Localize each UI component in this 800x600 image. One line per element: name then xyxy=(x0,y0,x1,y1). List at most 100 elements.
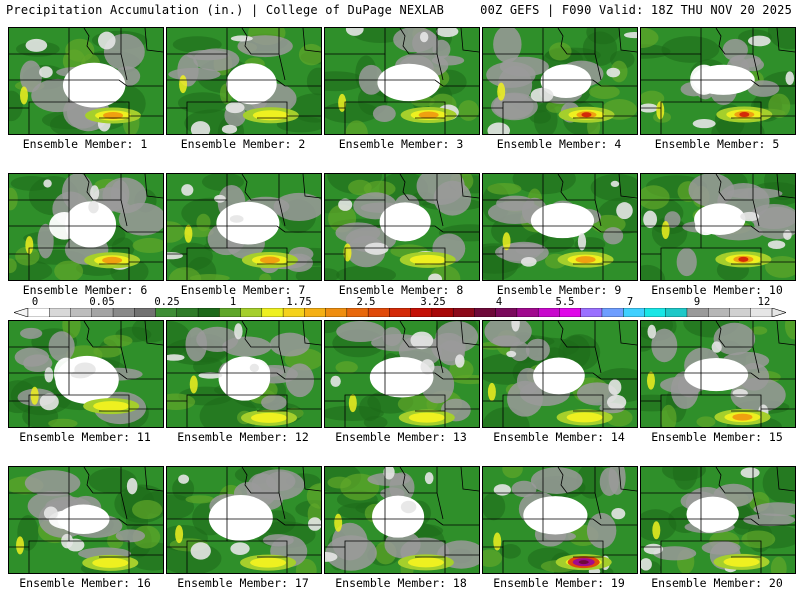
ensemble-member-label: Ensemble Member: 16 xyxy=(19,576,151,590)
state-border xyxy=(594,467,602,520)
no-precip-area xyxy=(345,28,364,36)
state-border xyxy=(660,226,702,280)
colorbar-swatch xyxy=(49,308,72,317)
state-border xyxy=(385,540,446,573)
precip-shade-gray xyxy=(261,394,287,411)
ensemble-member-map xyxy=(482,320,638,428)
state-border xyxy=(278,28,286,81)
no-precip-area xyxy=(88,200,99,214)
state-border xyxy=(701,101,762,134)
precip-shade-gray xyxy=(336,321,385,343)
state-boundaries xyxy=(167,28,321,134)
precip-shade-yellow xyxy=(497,82,506,101)
no-precip-area xyxy=(43,506,58,520)
state-border xyxy=(385,101,446,134)
precip-map-image xyxy=(325,321,479,427)
precip-shade-dark-green xyxy=(306,67,321,96)
colorbar-tick-label: 3.25 xyxy=(420,296,446,308)
state-boundaries xyxy=(325,174,479,280)
ensemble-member-map xyxy=(166,27,322,135)
state-boundaries xyxy=(641,321,795,427)
state-border xyxy=(278,321,286,374)
precip-shade-yellow xyxy=(250,557,287,568)
state-border xyxy=(543,247,604,280)
precip-shade-yellow xyxy=(92,557,129,568)
precip-shade-gray xyxy=(382,327,402,347)
state-boundaries xyxy=(9,467,163,573)
precip-shade-light-green xyxy=(196,213,211,232)
ensemble-member-label: Ensemble Member: 17 xyxy=(177,576,309,590)
state-boundaries xyxy=(641,467,795,573)
colorbar-tick-label: 12 xyxy=(757,296,771,308)
no-precip-area xyxy=(643,210,658,229)
precip-shade-yellow xyxy=(723,556,760,567)
state-border xyxy=(28,80,70,134)
precip-shade-light-green xyxy=(9,187,18,211)
ensemble-member-label: Ensemble Member: 14 xyxy=(493,430,625,444)
state-border xyxy=(144,28,163,53)
colorbar-swatch xyxy=(389,308,412,317)
no-precip-area xyxy=(242,358,271,388)
precip-shade-gray xyxy=(431,332,466,362)
precipitation-colorbar xyxy=(14,308,786,317)
state-border xyxy=(227,101,288,134)
no-precip-area xyxy=(530,87,554,103)
state-border xyxy=(385,394,446,427)
state-border xyxy=(278,467,286,520)
state-border xyxy=(120,321,128,374)
ensemble-member-map xyxy=(640,173,796,281)
colorbar-tick-label: 0 xyxy=(31,296,39,308)
no-precip-area xyxy=(647,324,657,339)
precip-map-image xyxy=(641,321,795,427)
precip-shade-light-green xyxy=(483,549,503,568)
state-border xyxy=(69,225,128,233)
colorbar-left-extension xyxy=(14,308,29,317)
precip-shade-gray xyxy=(37,223,54,259)
state-boundaries xyxy=(9,321,163,427)
precip-shade-gray xyxy=(747,80,780,97)
ensemble-member-map xyxy=(8,320,164,428)
state-border xyxy=(186,373,228,427)
no-precip-area xyxy=(48,510,88,530)
colorbar-swatch xyxy=(70,308,93,317)
ensemble-member-label: Ensemble Member: 4 xyxy=(496,137,622,151)
precip-map-image xyxy=(483,467,637,573)
no-precip-area xyxy=(126,477,138,495)
precip-shade-light-green xyxy=(502,467,523,479)
state-boundaries xyxy=(167,467,321,573)
precip-shade-gray xyxy=(20,327,43,339)
precip-shade-dark-green xyxy=(325,268,340,280)
precip-shade-gray xyxy=(269,332,310,357)
precip-map-image xyxy=(9,321,163,427)
state-border xyxy=(715,467,753,494)
precip-shade-dark-green xyxy=(641,264,666,280)
precip-shade-dark-green xyxy=(9,90,23,122)
precip-shade-gray xyxy=(676,247,697,277)
precip-shade-yellow xyxy=(251,412,288,423)
precip-shade-yellow xyxy=(334,513,343,532)
precip-shade-yellow xyxy=(661,220,670,239)
no-precip-area xyxy=(190,542,211,560)
precip-shade-light-green xyxy=(784,321,795,340)
no-precip-area xyxy=(520,256,537,267)
state-border xyxy=(557,321,595,348)
state-border xyxy=(227,225,286,233)
state-border xyxy=(557,28,595,55)
state-boundaries xyxy=(325,321,479,427)
state-border xyxy=(399,321,437,348)
precip-shade-gray xyxy=(412,30,439,56)
state-border xyxy=(715,174,753,201)
state-border xyxy=(186,80,228,134)
no-precip-area xyxy=(732,389,748,398)
precip-shade-gray xyxy=(730,54,762,68)
no-precip-area xyxy=(400,500,417,514)
colorbar-swatch xyxy=(367,308,390,317)
precip-shade-gray xyxy=(24,470,81,497)
ensemble-member-map xyxy=(482,27,638,135)
no-precip-area xyxy=(70,370,90,379)
precip-shade-light-green xyxy=(589,84,620,99)
precip-shade-light-green xyxy=(132,499,163,520)
precip-shade-light-green xyxy=(259,273,272,280)
state-boundaries xyxy=(167,321,321,427)
precip-shade-gray xyxy=(525,338,550,361)
